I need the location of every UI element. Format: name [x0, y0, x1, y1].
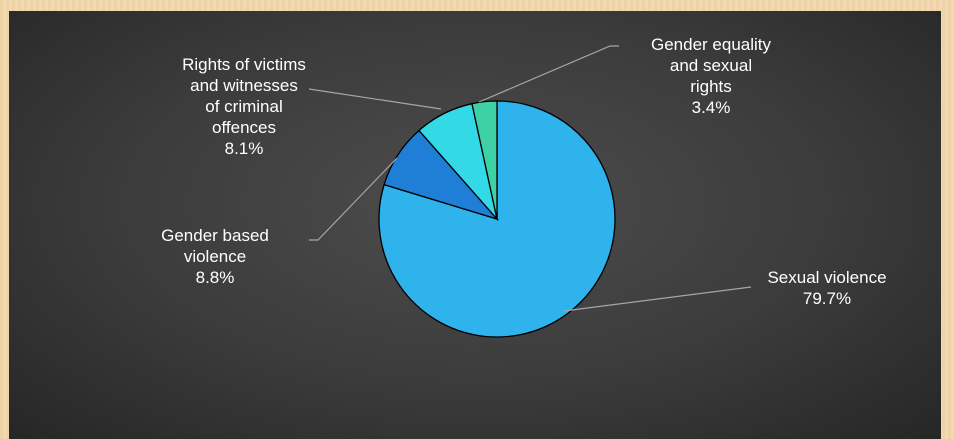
leader-line-sexual-violence: [563, 286, 752, 312]
leader-line-rights-of-victims-and-witnesses-of-criminal-offences: [308, 88, 442, 110]
chart-panel: Sexual violence 79.7% Gender based violence…: [9, 11, 941, 439]
pie-slice-gender-equality-and-sexual-rights: [471, 100, 498, 220]
data-label-rights-of-victims-and-witnesses-of-criminal-offences: Rights of victims and witnesses of crimina…: [182, 55, 306, 158]
pie-slice-sexual-violence: [378, 100, 616, 338]
data-label-gender-based-violence: Gender based violence 8.8%: [161, 226, 269, 287]
slices-layer: [378, 100, 616, 338]
leader-line-gender-equality-and-sexual-rights: [478, 45, 619, 103]
data-label-gender-equality-and-sexual-rights: Gender equality and sexual rights 3.4%: [651, 35, 772, 117]
leader-lines: [308, 45, 752, 312]
data-labels: Sexual violence 79.7% Gender based violence…: [161, 35, 886, 308]
leader-line-gender-based-violence: [309, 157, 398, 241]
pie-chart: Sexual violence 79.7% Gender based violence…: [161, 35, 887, 338]
data-label-sexual-violence: Sexual violence 79.7%: [767, 268, 886, 308]
